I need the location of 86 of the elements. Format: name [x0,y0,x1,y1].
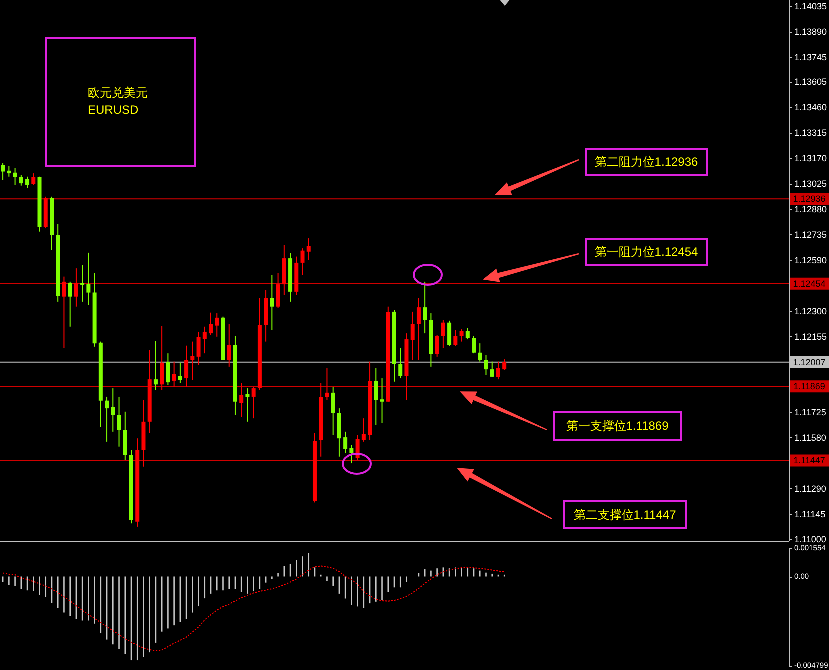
y-tick-label: 1.13605 [794,77,828,88]
candlestick [331,386,336,436]
y-tick-label: 1.11290 [794,484,826,494]
ref-line-label: 1.12007 [793,357,826,368]
ref-line-label: 1.11869 [794,382,826,392]
candlestick [68,281,72,328]
candlestick [172,361,176,388]
candlestick [374,368,378,426]
candlestick [454,330,458,347]
candlestick [117,396,122,448]
candlestick [380,378,384,424]
candlestick [196,331,201,366]
candlestick [484,354,488,376]
candlestick [86,252,91,306]
candlestick [13,168,18,186]
candlestick [62,276,66,349]
candlestick [350,444,354,464]
y-tick-label: 1.13315 [794,128,828,138]
y-tick-label: 1.14035 [794,2,828,12]
candlestick [502,359,507,371]
candlestick [252,386,256,420]
text: EURUSD [88,103,139,117]
candlestick [246,388,250,422]
candlestick [270,274,274,331]
candlestick [111,388,116,432]
candlestick [478,343,482,362]
candlestick [160,326,164,391]
candlestick [26,176,30,189]
y-tick-label: 1.12590 [794,255,828,266]
candlestick [472,336,476,354]
y-tick-label: 1.11580 [794,432,826,443]
annotation: 第二阻力位1.12936 [594,155,698,169]
candlestick [441,320,446,349]
candlestick [80,264,85,302]
candlestick [19,174,24,186]
y-tick-label: 1.11145 [794,509,826,520]
candlestick [209,312,214,336]
candlestick [154,340,158,391]
candlestick [7,166,12,178]
y-tick-label: 1.13460 [794,102,828,113]
candlestick [105,396,110,442]
candlestick [202,326,207,354]
candlestick [410,311,415,361]
y-tick-label: 1.13025 [794,179,828,190]
candlestick [190,341,195,381]
candlestick [448,320,452,347]
y-tick-label: 1.11000 [794,534,826,545]
annotation: 第一支撑位1.11869 [566,419,669,433]
candlestick [490,361,494,378]
y-tick-label: 1.13170 [794,154,828,164]
ref-line-label: 1.11447 [794,456,826,466]
annotation: 第二支撑位1.11447 [574,508,676,522]
candlestick [276,272,280,309]
candlestick [166,353,170,386]
candlestick [460,329,464,342]
y-tick-label: 1.12880 [794,204,828,215]
line-series [2,566,506,652]
candlestick [325,368,330,401]
candlestick [227,324,232,368]
y-tick-label: 1.12735 [794,230,828,240]
y-tick-label: 1.13745 [794,52,828,63]
text: 欧元兑美元 [88,86,148,100]
annotation: 第一阻力位1.12454 [594,245,698,259]
candlestick [300,248,305,276]
candlestick [215,313,220,338]
candlestick [344,431,348,454]
ref-line-label: 1.12936 [793,194,826,204]
y-tick-label: 1.12300 [794,306,828,316]
y-tick-label: 1.11725 [794,407,826,418]
candlestick [398,348,403,380]
y-tick-label: 1.12155 [794,332,828,342]
candlestick [178,362,182,384]
candlestick [435,334,440,358]
candlestick [74,268,78,308]
candlestick [466,328,470,340]
candlestick [240,382,244,418]
candlestick [362,418,366,442]
candlestick [416,298,421,361]
y-tick-label: 1.13890 [794,27,828,38]
candlestick [184,345,189,388]
candlestick [1,162,6,181]
candlestick [32,173,36,186]
ref-line-label: 1.12454 [793,278,826,289]
candlestick [496,361,500,380]
candlestick [423,281,428,334]
candlestick [306,238,311,261]
